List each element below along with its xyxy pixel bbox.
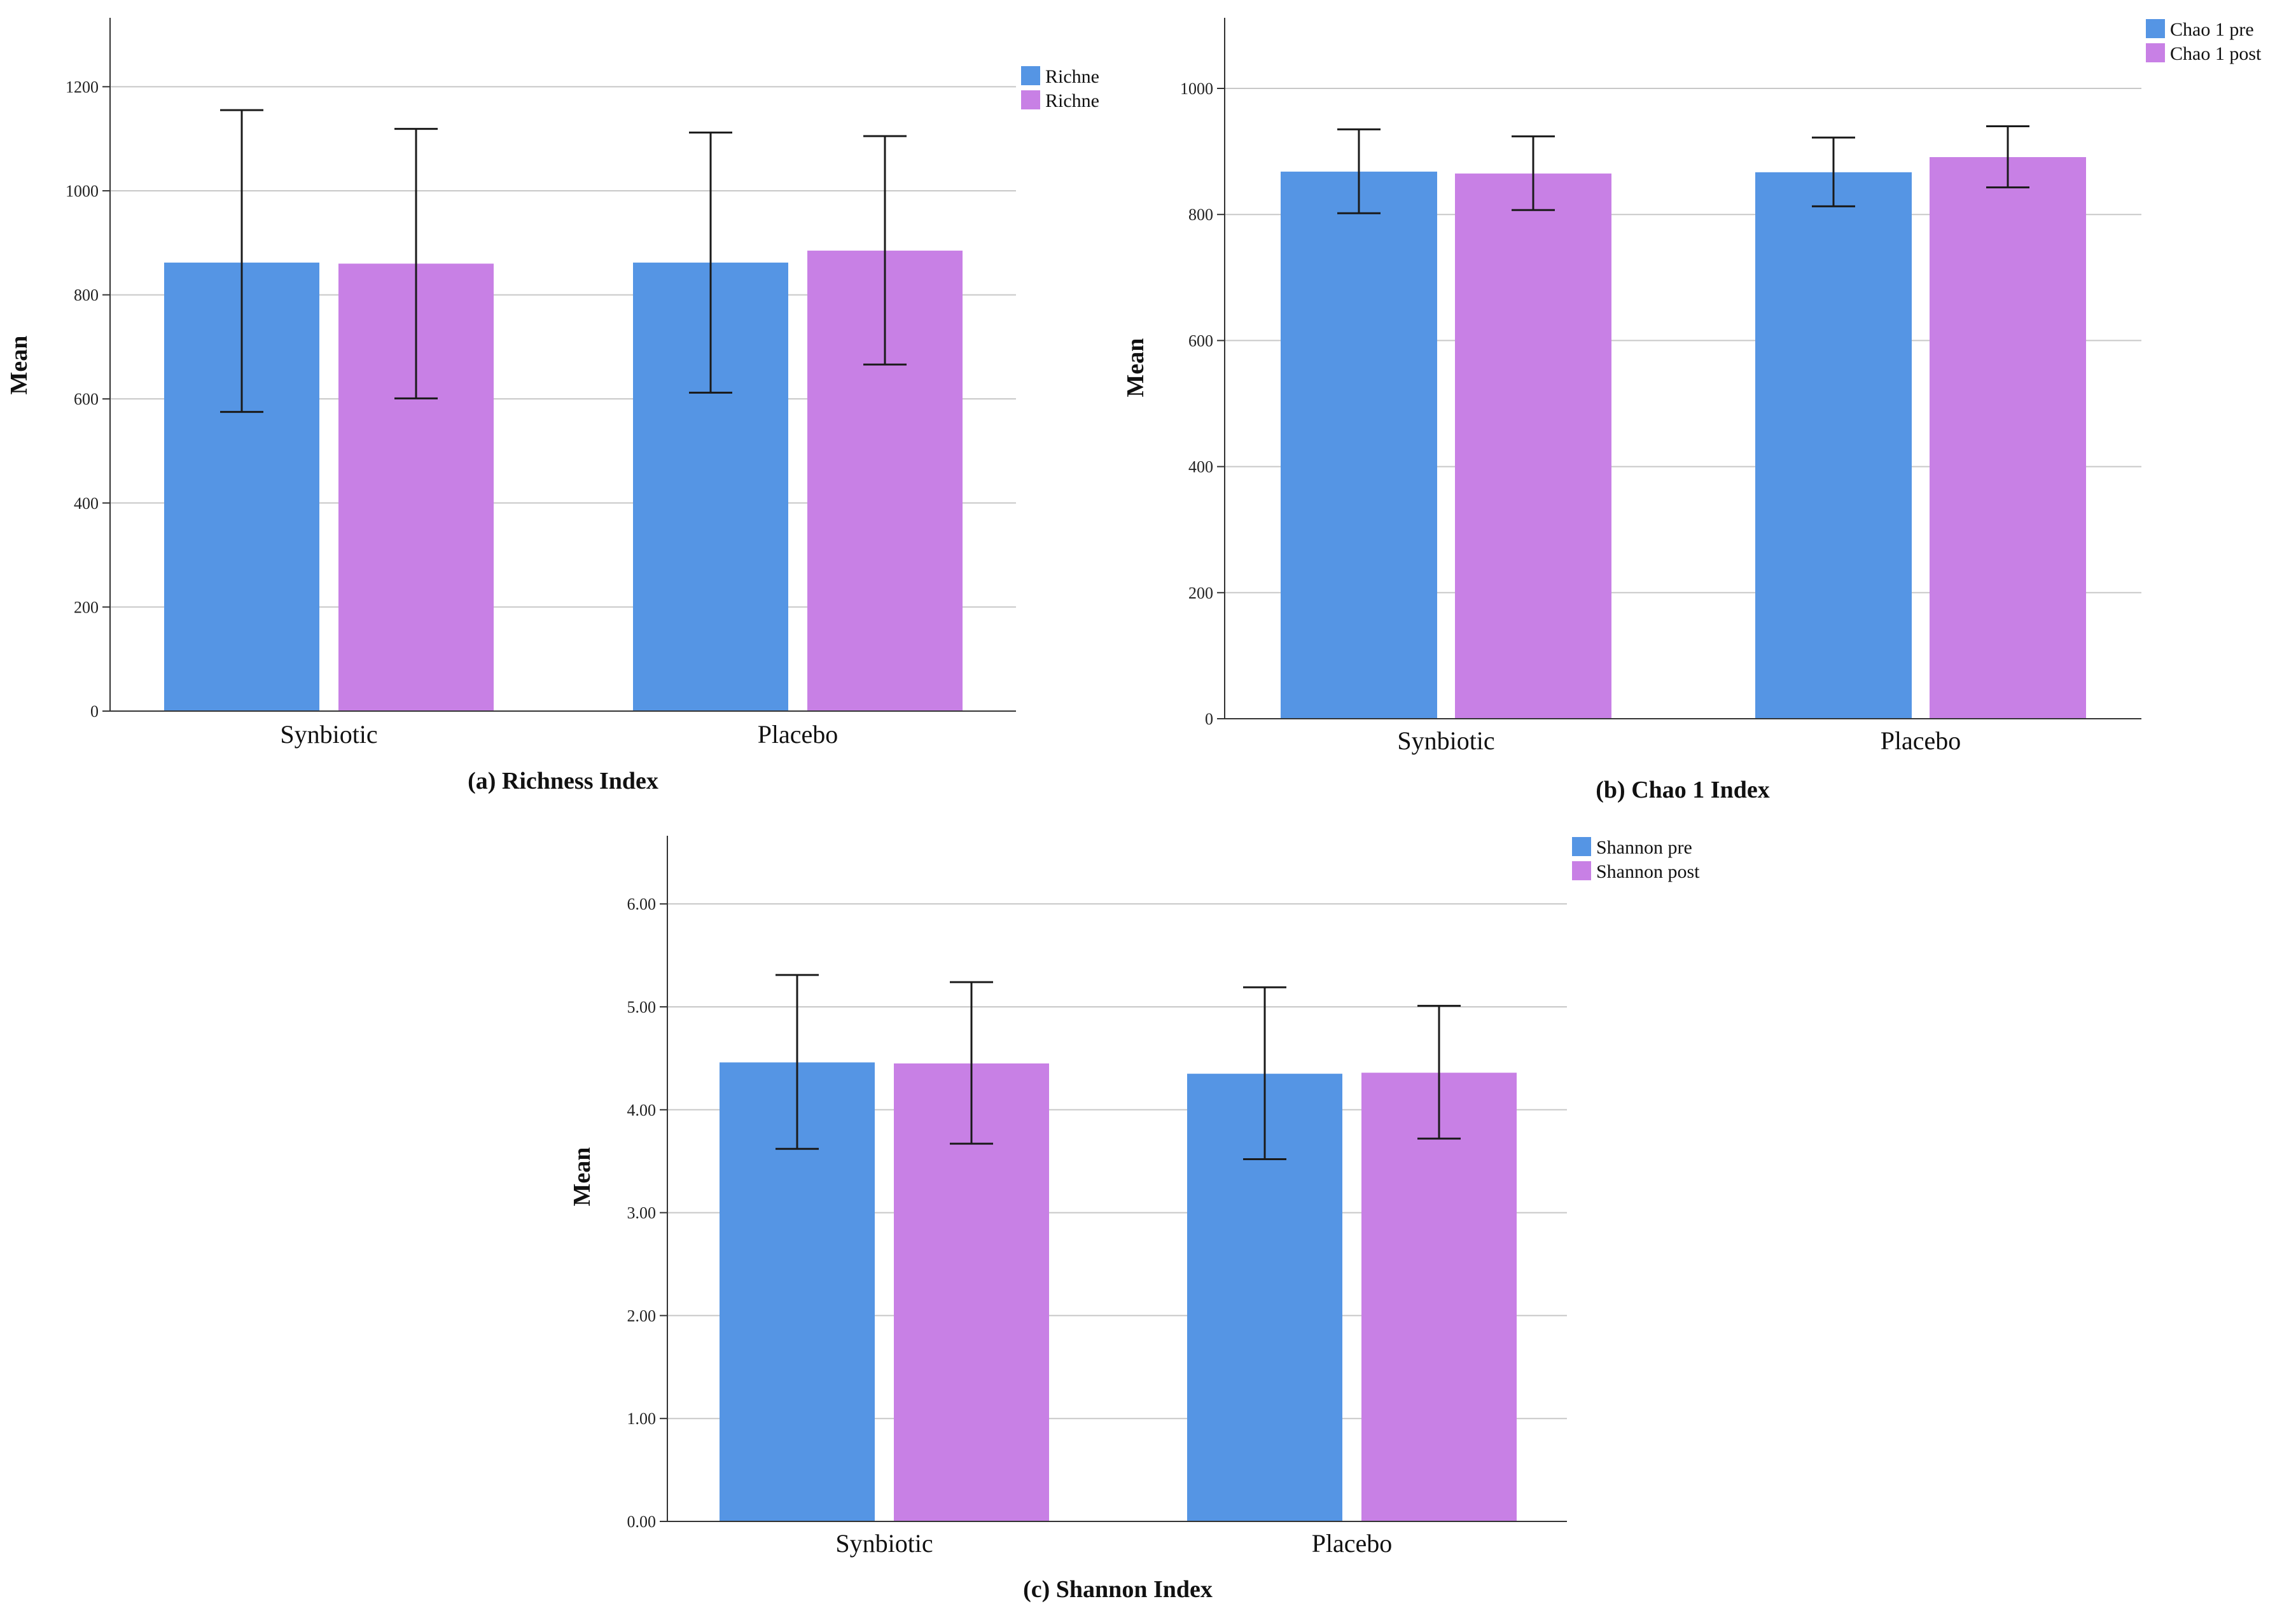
y-tick-label: 200 xyxy=(74,598,99,616)
legend-label: Richne xyxy=(1045,66,1099,87)
y-tick-label: 400 xyxy=(1188,458,1213,476)
x-category-label: Placebo xyxy=(758,720,838,749)
bar-pre-placebo xyxy=(1755,172,1912,719)
y-tick-label: 1200 xyxy=(66,78,99,96)
bar-post-placebo xyxy=(1930,157,2086,719)
y-tick-label: 4.00 xyxy=(627,1101,657,1119)
x-category-label: Synbiotic xyxy=(280,720,377,749)
legend-swatch-post xyxy=(1572,861,1591,880)
y-tick-label: 200 xyxy=(1188,584,1213,602)
chart-caption: (c) Shannon Index xyxy=(1023,1576,1213,1603)
y-tick-label: 800 xyxy=(74,286,99,305)
x-category-label: Placebo xyxy=(1881,726,1961,755)
x-category-label: Synbiotic xyxy=(835,1529,933,1558)
bar-post-placebo xyxy=(1361,1072,1517,1521)
legend-label: Chao 1 pre xyxy=(2170,19,2254,40)
bar-post-synbiotic xyxy=(1455,173,1611,719)
error-bar xyxy=(1243,986,1286,1160)
legend-label: Shannon pre xyxy=(1596,837,1692,858)
legend-swatch-pre xyxy=(2146,19,2165,38)
chart-caption: (b) Chao 1 Index xyxy=(1596,777,1769,803)
y-tick-label: 400 xyxy=(74,494,99,513)
y-tick-label: 600 xyxy=(1188,331,1213,350)
error-bar xyxy=(1417,1004,1461,1140)
y-tick-label: 0 xyxy=(1205,710,1213,728)
legend-swatch-pre xyxy=(1572,837,1591,856)
error-bar xyxy=(1812,136,1855,207)
chart-caption: (a) Richness Index xyxy=(468,768,658,794)
y-tick-label: 0 xyxy=(90,702,99,721)
legend: Shannon pre Shannon post xyxy=(1572,837,1700,882)
y-tick-label: 800 xyxy=(1188,205,1213,224)
y-tick-label: 3.00 xyxy=(627,1204,657,1222)
error-bar xyxy=(863,135,907,366)
legend-label: Shannon post xyxy=(1596,861,1700,882)
chart-panel-1: 0 200 400 600 800 1000 1200 Synbiotic Placebo Mea… xyxy=(6,18,1099,794)
y-axis-label: Mean xyxy=(1122,338,1149,398)
error-bar xyxy=(1337,128,1381,214)
legend-swatch-post xyxy=(2146,43,2165,62)
legend-label: Richne xyxy=(1045,90,1099,111)
bar-pre-synbiotic xyxy=(1281,171,1437,719)
y-axis-label: Mean xyxy=(6,336,32,395)
legend: Chao 1 pre Chao 1 post xyxy=(2146,19,2262,64)
legend-swatch-pre xyxy=(1021,66,1040,85)
error-bar xyxy=(1986,125,2029,189)
y-tick-label: 1.00 xyxy=(627,1409,657,1428)
legend-label: Chao 1 post xyxy=(2170,43,2262,64)
y-tick-label: 600 xyxy=(74,390,99,408)
legend: Richne Richne xyxy=(1021,66,1099,111)
x-category-label: Placebo xyxy=(1312,1529,1393,1558)
y-axis-label: Mean xyxy=(569,1147,595,1207)
error-bar xyxy=(776,974,819,1150)
x-category-label: Synbiotic xyxy=(1397,726,1494,755)
chart-panel-2: 0 200 400 600 800 1000 Synbiotic Placebo Mean (b)… xyxy=(1122,18,2262,803)
legend-swatch-post xyxy=(1021,90,1040,109)
y-tick-label: 5.00 xyxy=(627,998,657,1016)
y-tick-label: 2.00 xyxy=(627,1306,657,1325)
y-tick-label: 0.00 xyxy=(627,1513,657,1531)
error-bar xyxy=(394,128,438,399)
chart-panel-3: 0.00 1.00 2.00 3.00 4.00 5.00 6.00 Synbiotic Pla… xyxy=(569,836,1700,1603)
error-bar xyxy=(950,981,993,1145)
error-bar xyxy=(1512,135,1555,211)
y-tick-label: 1000 xyxy=(66,182,99,200)
error-bar xyxy=(220,109,263,413)
y-tick-label: 6.00 xyxy=(627,895,657,913)
y-tick-label: 1000 xyxy=(1180,80,1213,98)
error-bar xyxy=(689,131,732,394)
